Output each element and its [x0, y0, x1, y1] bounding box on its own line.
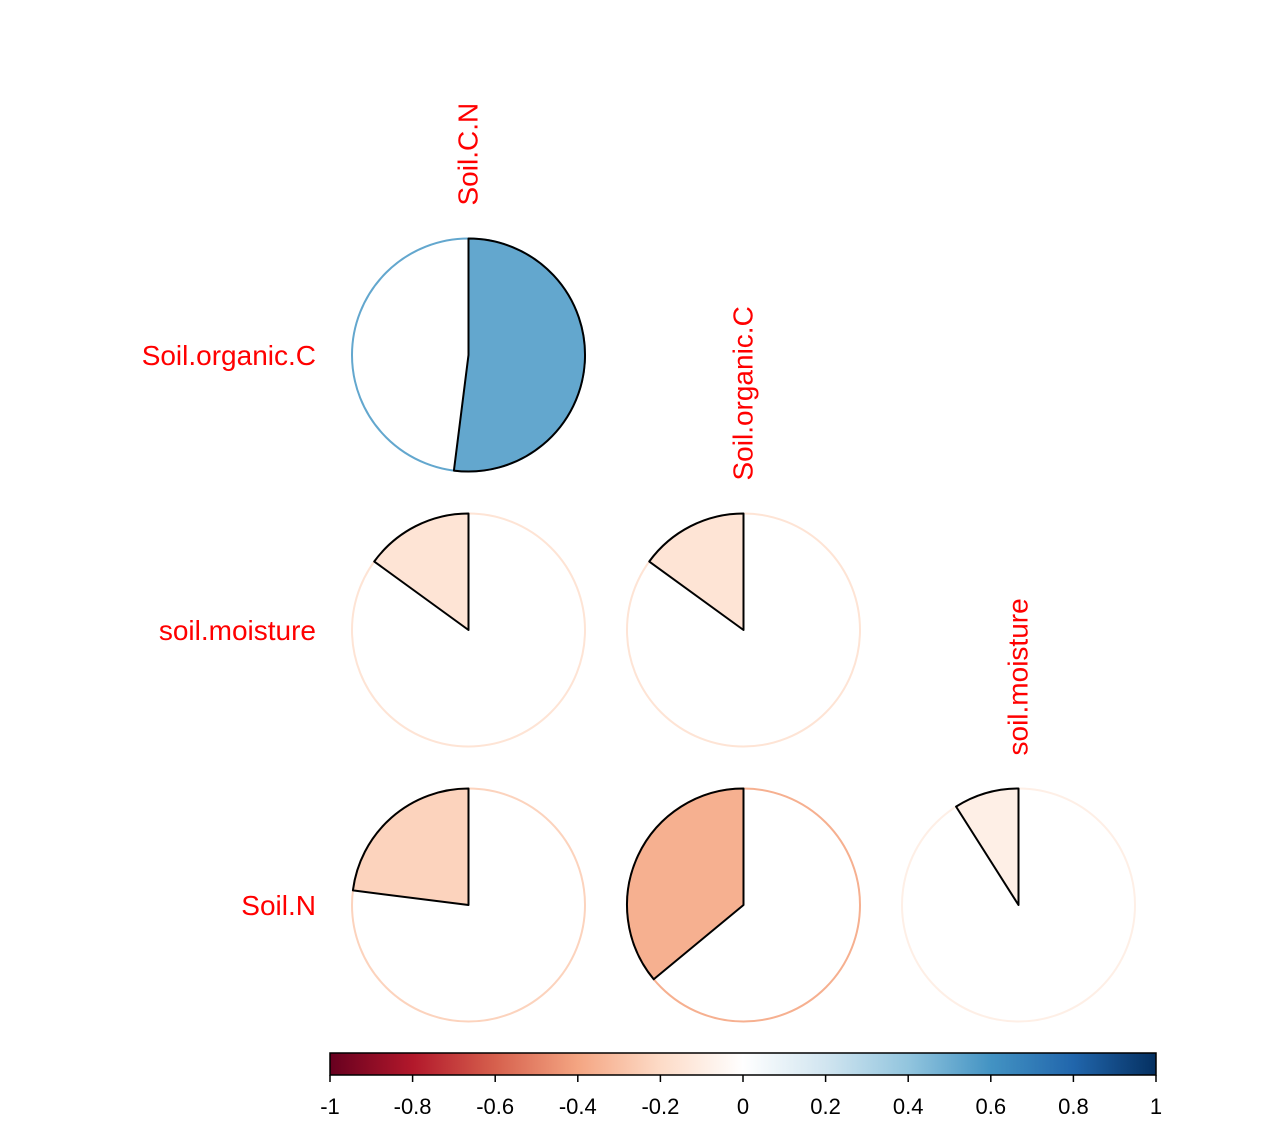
colorbar-tick-label: 0.8 [1058, 1094, 1089, 1119]
row-label: soil.moisture [159, 615, 316, 646]
pie-cell-soil-moisture-soil-organic-c [626, 512, 861, 748]
row-label: Soil.N [241, 890, 316, 921]
pie-cell-soil-organic-c-soil-c-n [351, 237, 586, 473]
pie-cell-soil-n-soil-organic-c [626, 787, 861, 1023]
pie-slice [351, 787, 470, 906]
colorbar-tick-label: -0.8 [394, 1094, 432, 1119]
colorbar-gradient [329, 1052, 1157, 1076]
row-label: Soil.organic.C [142, 340, 316, 371]
colorbar-legend: -1 -0.8 -0.6 -0.4 -0.2 0 0.2 0.4 0.6 0.8 1 [320, 1052, 1162, 1119]
pie-slice [955, 787, 1020, 906]
colorbar-tick-label: 0 [737, 1094, 749, 1119]
colorbar-tick-label: 0.2 [810, 1094, 841, 1119]
column-label: Soil.organic.C [728, 306, 759, 480]
column-label: Soil.C.N [453, 103, 484, 206]
colorbar-tick-label: 0.4 [893, 1094, 924, 1119]
column-label: soil.moisture [1003, 598, 1034, 755]
colorbar-tick-label: 0.6 [976, 1094, 1007, 1119]
row-labels: Soil.organic.C soil.moisture Soil.N [142, 340, 316, 921]
correlation-cells [351, 237, 1136, 1023]
pie-slice [648, 512, 745, 631]
pie-cell-soil-n-soil-moisture [901, 787, 1136, 1023]
colorbar-tick-label: -0.6 [476, 1094, 514, 1119]
pie-cell-soil-moisture-soil-c-n [351, 512, 586, 748]
colorbar-tick-label: -1 [320, 1094, 340, 1119]
pie-slice [373, 512, 470, 631]
pie-slice [626, 787, 745, 981]
colorbar-ticks: -1 -0.8 -0.6 -0.4 -0.2 0 0.2 0.4 0.6 0.8 1 [320, 1075, 1162, 1119]
colorbar-tick-label: 1 [1150, 1094, 1162, 1119]
colorbar-tick-label: -0.2 [641, 1094, 679, 1119]
pie-cell-soil-n-soil-c-n [351, 787, 586, 1023]
column-labels: Soil.C.N Soil.organic.C soil.moisture [453, 103, 1034, 756]
pie-slice [452, 237, 586, 473]
colorbar-tick-label: -0.4 [559, 1094, 597, 1119]
